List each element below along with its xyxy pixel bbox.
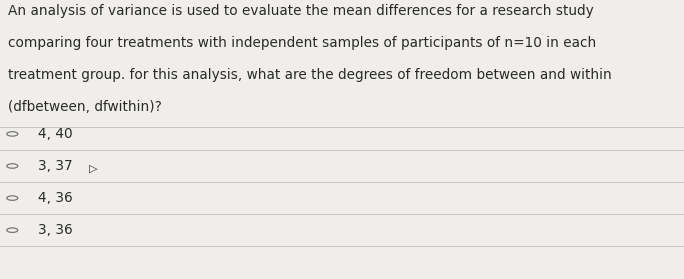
Text: (dfbetween, dfwithin)?: (dfbetween, dfwithin)? [8,100,162,114]
Text: 4, 40: 4, 40 [38,127,73,141]
Text: 3, 36: 3, 36 [38,223,73,237]
Text: treatment group. for this analysis, what are the degrees of freedom between and : treatment group. for this analysis, what… [8,68,612,82]
Text: 3, 37: 3, 37 [38,159,73,173]
Text: ▷: ▷ [89,163,97,173]
Text: 4, 36: 4, 36 [38,191,73,205]
Text: An analysis of variance is used to evaluate the mean differences for a research : An analysis of variance is used to evalu… [8,4,594,18]
Text: comparing four treatments with independent samples of participants of n=10 in ea: comparing four treatments with independe… [8,36,596,50]
